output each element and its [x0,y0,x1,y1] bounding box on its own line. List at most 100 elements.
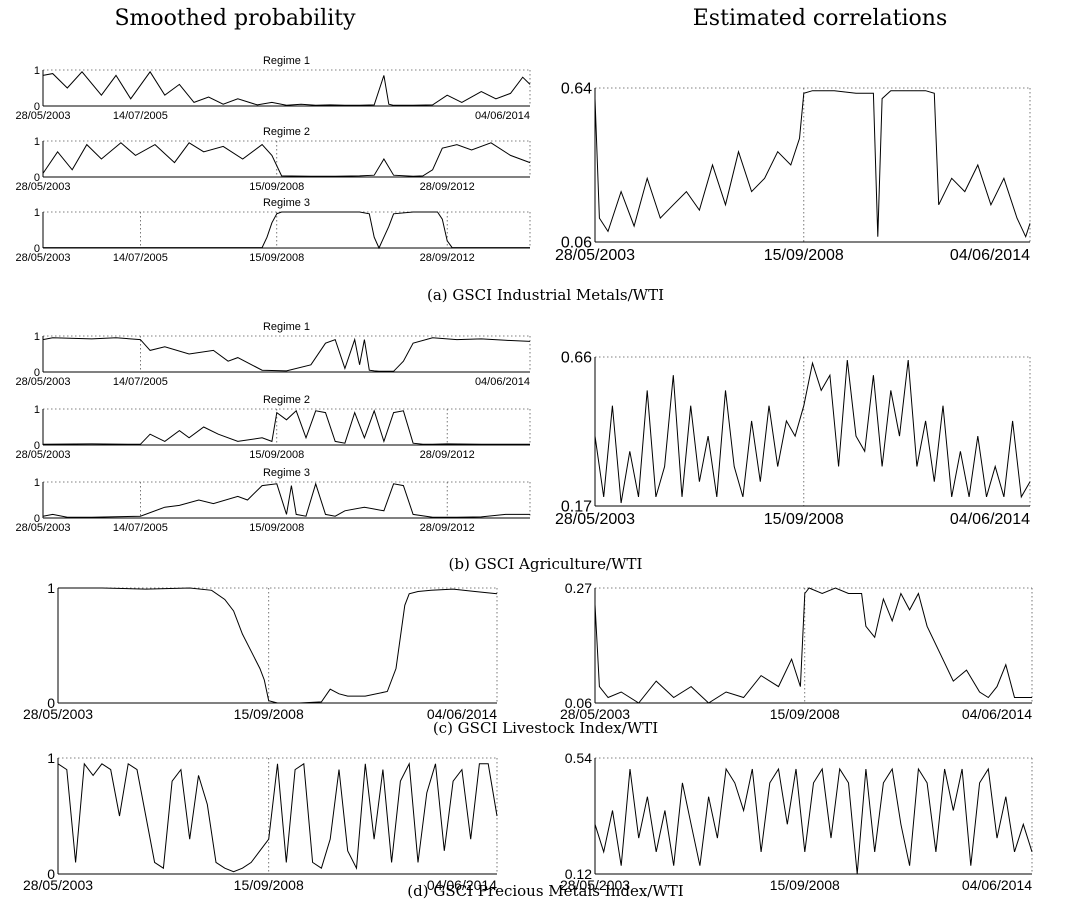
x-tick-label: 15/09/2008 [764,247,844,264]
y-tick-label: 0.06 [561,235,592,252]
y-tick-label: 0 [34,513,40,525]
y-tick-label: 0 [34,367,40,379]
x-tick-label: 15/09/2008 [249,449,304,461]
caption-b: (b) GSCI Agriculture/WTI [448,555,643,573]
series-line [594,90,1031,239]
series-line [594,587,1032,704]
y-tick-label: 0.06 [565,695,592,711]
subplot-title: Regime 1 [263,55,310,67]
right-column-header: Estimated correlations [692,6,948,31]
caption-a: (a) GSCI Industrial Metals/WTI [427,286,664,304]
y-tick-label: 0 [47,866,55,882]
x-tick-label: 04/06/2014 [950,247,1030,264]
x-tick-label: 28/05/2003 [555,511,635,528]
series-line [42,482,530,518]
y-tick-label: 1 [34,207,40,219]
x-tick-label: 04/06/2014 [475,110,530,122]
y-tick-label: 1 [34,477,40,489]
x-tick-label: 15/09/2008 [234,877,304,893]
x-tick-label: 28/05/2003 [15,522,70,534]
y-tick-label: 1 [34,404,40,416]
x-tick-label: 28/09/2012 [420,252,475,264]
y-tick-label: 0 [34,101,40,113]
y-tick-label: 1 [34,65,40,77]
x-tick-label: 14/07/2005 [113,522,168,534]
y-tick-label: 0 [34,243,40,255]
x-tick-label: 04/06/2014 [950,511,1030,528]
chart-d-prob: 0 1 28/05/2003 15/09/2008 04/06/2014 [23,750,498,893]
x-tick-label: 28/09/2012 [420,449,475,461]
x-tick-label: 28/05/2003 [15,449,70,461]
chart-a-corr: 0.06 0.64 28/05/2003 15/09/2008 04/06/2014 [555,81,1031,264]
x-tick-label: 04/06/2014 [427,877,497,893]
x-tick-label: 28/05/2003 [23,706,93,722]
y-tick-label: 0.27 [565,580,592,596]
x-tick-label: 28/05/2003 [15,181,70,193]
x-tick-label: 28/05/2003 [560,877,630,893]
x-tick-label: 15/09/2008 [770,877,840,893]
x-tick-label: 28/09/2012 [420,181,475,193]
chart-c-prob: 0 1 28/05/2003 15/09/2008 04/06/2014 [23,580,498,722]
x-tick-label: 04/06/2014 [475,376,530,388]
x-tick-label: 15/09/2008 [249,252,304,264]
x-tick-label: 04/06/2014 [427,706,497,722]
y-tick-label: 0 [34,440,40,452]
series-line [57,762,498,873]
chart-b-r1: 0 1 28/05/2003 14/07/2005 04/06/2014 Regime 1 [15,321,531,388]
y-tick-label: 1 [34,136,40,148]
y-tick-label: 0 [34,172,40,184]
x-tick-label: 15/09/2008 [234,706,304,722]
chart-a-r3: 0 1 28/05/2003 14/07/2005 15/09/2008 28/09/20… [15,197,531,264]
y-tick-label: 0 [47,695,55,711]
series-line [58,587,498,704]
x-tick-label: 28/05/2003 [15,376,70,388]
caption-c: (c) GSCI Livestock Index/WTI [432,719,659,737]
x-tick-label: 28/05/2003 [560,706,630,722]
chart-b-r3: 0 1 28/05/2003 14/07/2005 15/09/2008 28/09/20… [15,467,531,534]
x-tick-label: 14/07/2005 [113,376,168,388]
series-line [42,337,531,372]
y-tick-label: 0.12 [565,866,592,882]
x-tick-label: 14/07/2005 [113,110,168,122]
y-tick-label: 0.17 [561,499,592,516]
x-tick-label: 28/05/2003 [555,247,635,264]
x-tick-label: 15/09/2008 [764,511,844,528]
subplot-title: Regime 3 [263,197,310,209]
left-column-header: Smoothed probability [114,6,356,31]
chart-d-corr: 0.12 0.54 28/05/2003 15/09/2008 04/06/2014 [560,750,1033,893]
y-tick-label: 0.54 [565,750,592,766]
y-tick-label: 0.64 [561,81,592,98]
series-line [42,70,531,106]
y-tick-label: 1 [47,580,55,596]
y-tick-label: 1 [34,331,40,343]
y-tick-label: 0.66 [561,350,592,367]
x-tick-label: 28/09/2012 [420,522,475,534]
series-line [42,142,531,177]
subplot-title: Regime 2 [263,126,310,138]
subplot-title: Regime 1 [263,321,310,333]
x-tick-label: 28/05/2003 [23,877,93,893]
caption-d: (d) GSCI Precious Metals Index/WTI [407,882,684,900]
series-line [42,409,530,445]
x-tick-label: 15/09/2008 [770,706,840,722]
series-line [594,359,1031,504]
x-tick-label: 28/05/2003 [15,252,70,264]
series-line [43,211,530,250]
chart-a-r1: 0 1 28/05/2003 14/07/2005 04/06/2014 Regime 1 [15,55,531,122]
subplot-title: Regime 3 [263,467,310,479]
y-tick-label: 1 [47,750,55,766]
x-tick-label: 15/09/2008 [249,181,304,193]
subplot-title: Regime 2 [263,394,310,406]
x-tick-label: 14/07/2005 [113,252,168,264]
chart-b-r2: 0 1 28/05/2003 15/09/2008 28/09/2012 Regime 2 [15,394,531,461]
x-tick-label: 04/06/2014 [962,877,1032,893]
x-tick-label: 28/05/2003 [15,110,70,122]
chart-c-corr: 0.06 0.27 28/05/2003 15/09/2008 04/06/2014 [560,580,1033,722]
chart-a-r2: 0 1 28/05/2003 15/09/2008 28/09/2012 Regime 2 [15,126,531,193]
chart-b-corr: 0.17 0.66 28/05/2003 15/09/2008 04/06/2014 [555,350,1031,528]
x-tick-label: 15/09/2008 [249,522,304,534]
x-tick-label: 04/06/2014 [962,706,1032,722]
series-line [594,767,1033,875]
